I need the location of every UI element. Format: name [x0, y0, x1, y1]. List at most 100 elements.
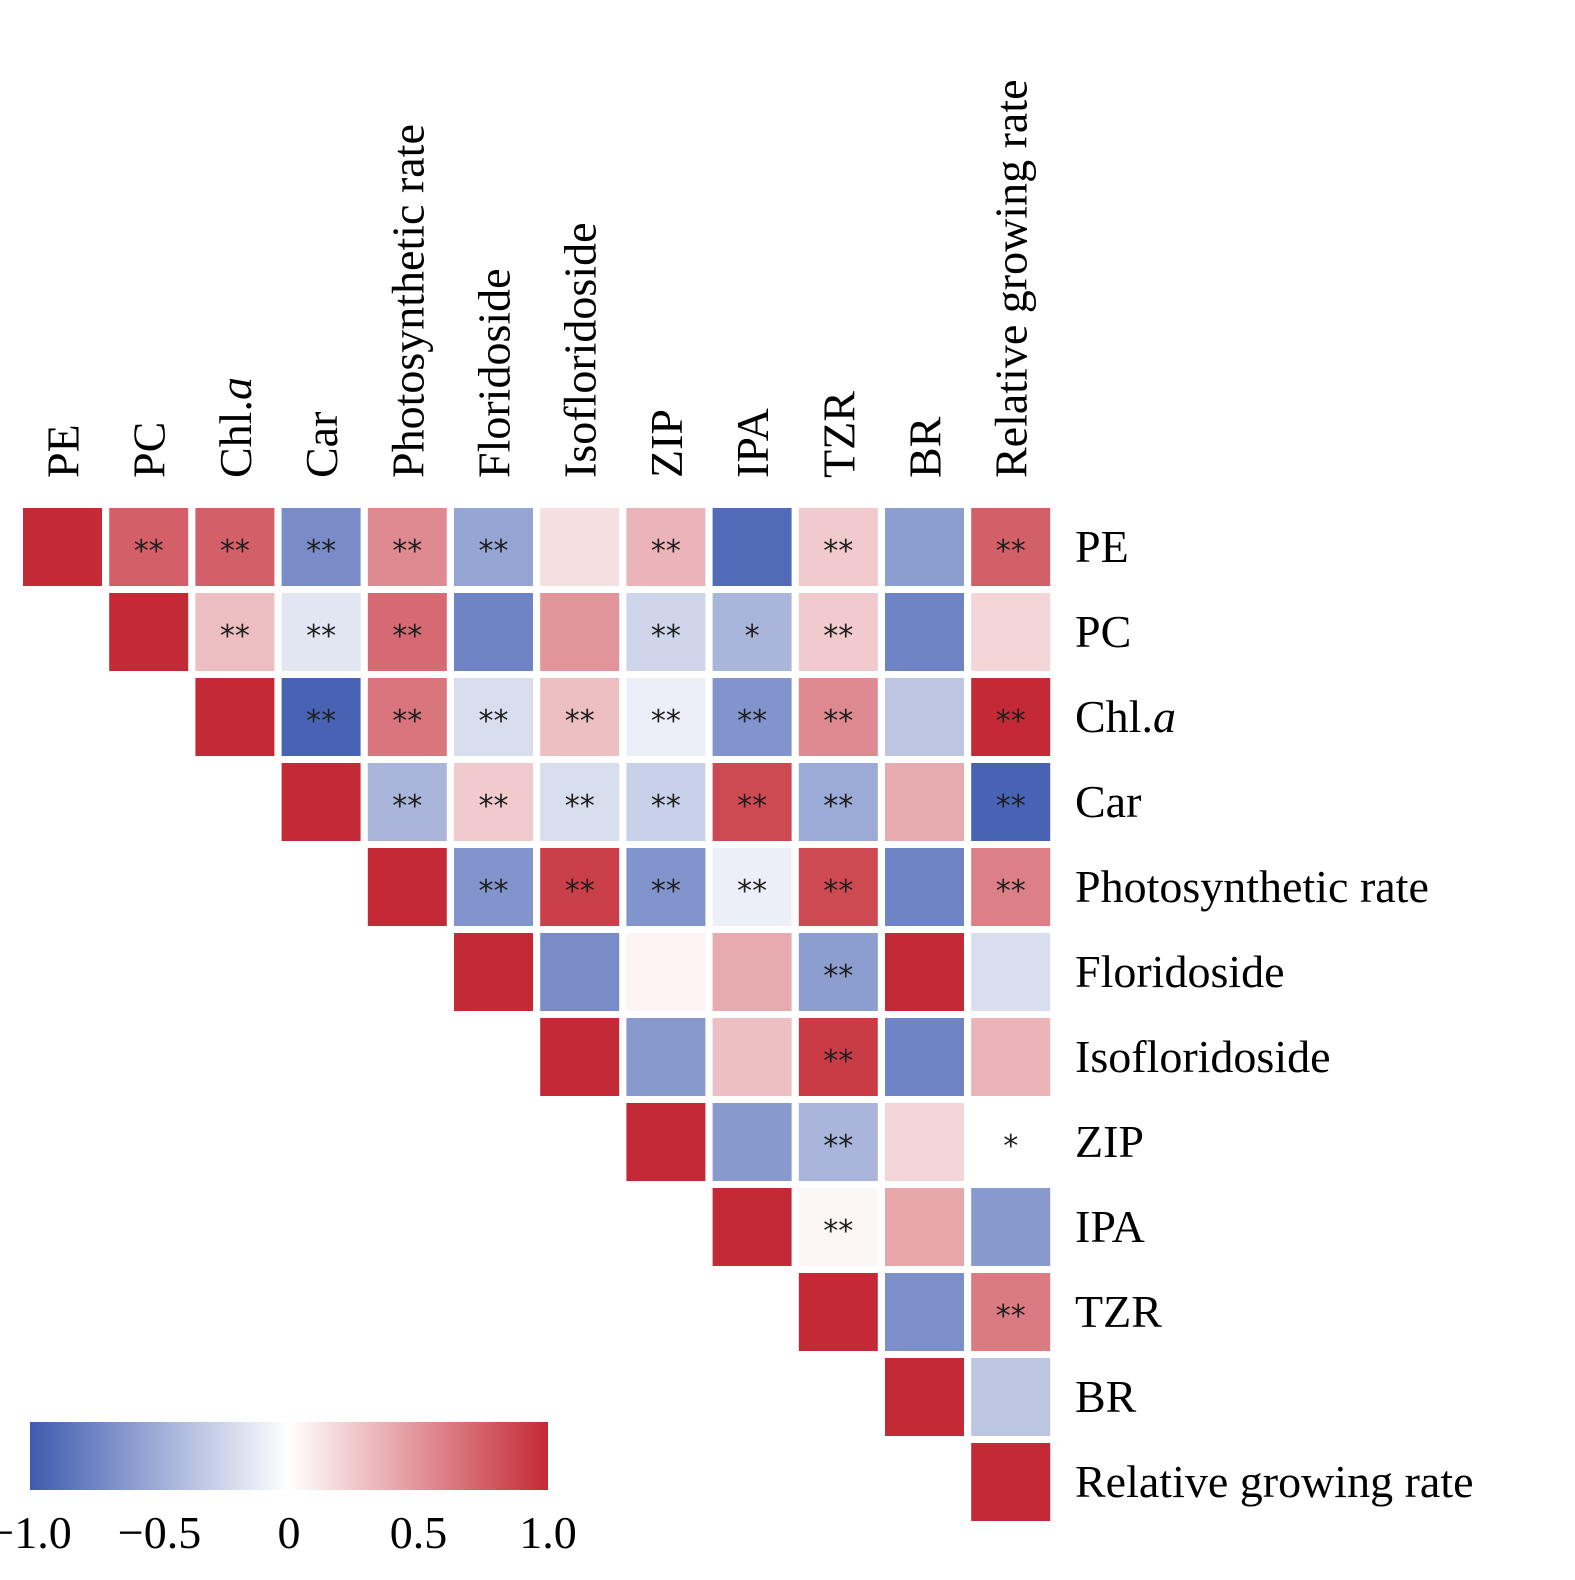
significance-marker: ** — [737, 704, 767, 739]
heatmap-cell — [885, 1188, 964, 1266]
heatmap-cell — [626, 763, 706, 841]
heatmap-cell — [626, 593, 706, 671]
column-label: Relative growing rate — [986, 79, 1037, 478]
row-labels: PE PC Chl.a Car Photosynthetic rate Floridosi… — [1075, 521, 1474, 1507]
significance-marker: ** — [823, 1044, 853, 1079]
heatmap-cell — [885, 848, 964, 926]
colorbar: −1.0 −0.5 0 0.5 1.0 — [0, 1422, 577, 1558]
heatmap-cell — [454, 508, 533, 586]
significance-marker: ** — [479, 704, 509, 739]
significance-marker: ** — [220, 619, 250, 654]
heatmap-cell — [109, 508, 189, 586]
heatmap-cell — [798, 1103, 878, 1181]
significance-marker: ** — [823, 1214, 853, 1249]
significance-marker: ** — [479, 789, 509, 824]
column-label: Chl.a — [210, 377, 261, 478]
heatmap-cell — [109, 593, 189, 671]
significance-marker: ** — [392, 704, 422, 739]
heatmap-cell — [885, 1273, 964, 1351]
significance-marker: ** — [306, 704, 336, 739]
row-label: Relative growing rate — [1075, 1456, 1474, 1507]
heatmap-cell — [712, 1188, 792, 1266]
heatmap-cell — [798, 508, 878, 586]
row-label: Car — [1075, 776, 1141, 827]
heatmap-cell — [195, 678, 275, 756]
heatmap-cell — [971, 1018, 1051, 1096]
heatmap-cell — [281, 508, 361, 586]
significance-marker: ** — [220, 534, 250, 569]
column-labels: PE PC Chl.a Car Photosynthetic rate Floridosi… — [38, 79, 1037, 478]
heatmap-cell — [540, 848, 620, 926]
significance-marker: ** — [565, 874, 595, 909]
heatmap-cell — [798, 1018, 878, 1096]
heatmap-cell — [971, 678, 1051, 756]
colorbar-tick-label: −0.5 — [118, 1507, 201, 1558]
significance-marker: ** — [737, 874, 767, 909]
heatmap-cell — [281, 678, 361, 756]
significance-marker: ** — [823, 704, 853, 739]
significance-marker: ** — [823, 959, 853, 994]
heatmap-cell — [626, 1103, 706, 1181]
heatmap-cell — [712, 933, 792, 1011]
colorbar-gradient — [30, 1422, 548, 1490]
column-label: Isofloridoside — [555, 222, 606, 478]
heatmap-cell — [798, 763, 878, 841]
heatmap-cell — [971, 1188, 1051, 1266]
significance-marker: ** — [565, 789, 595, 824]
heatmap-cell — [971, 848, 1051, 926]
heatmap-cell — [885, 1018, 964, 1096]
significance-marker: ** — [392, 789, 422, 824]
heatmap-cell — [798, 678, 878, 756]
significance-marker: ** — [392, 619, 422, 654]
column-label: PC — [124, 422, 175, 478]
heatmap-cell — [971, 1103, 1051, 1181]
significance-marker: ** — [134, 534, 164, 569]
heatmap-cell — [712, 1103, 792, 1181]
heatmap-cell — [712, 593, 792, 671]
heatmap-cell — [626, 508, 706, 586]
heatmap-cell — [971, 508, 1051, 586]
significance-marker: ** — [823, 619, 853, 654]
heatmap-cell — [454, 678, 533, 756]
heatmap-cell — [454, 593, 533, 671]
row-label: Chl.a — [1075, 691, 1176, 742]
heatmap-cell — [367, 763, 447, 841]
significance-marker: ** — [651, 704, 681, 739]
row-label: BR — [1075, 1371, 1137, 1422]
heatmap-cell — [626, 933, 706, 1011]
significance-marker: * — [745, 619, 760, 654]
row-label: TZR — [1075, 1286, 1162, 1337]
heatmap-cell — [712, 678, 792, 756]
heatmap-cell — [712, 763, 792, 841]
heatmap-cell — [626, 848, 706, 926]
column-label: Car — [296, 412, 347, 478]
heatmap-cell — [195, 508, 275, 586]
heatmap-cell — [885, 678, 964, 756]
colorbar-tick-label: 1.0 — [519, 1507, 577, 1558]
significance-marker: ** — [996, 874, 1026, 909]
heatmap-cell — [971, 1273, 1051, 1351]
heatmap-cell — [367, 678, 447, 756]
colorbar-tick-label: 0.5 — [390, 1507, 448, 1558]
heatmap-cell — [885, 508, 964, 586]
significance-marker: ** — [823, 874, 853, 909]
heatmap-cell — [971, 933, 1051, 1011]
significance-marker: ** — [565, 704, 595, 739]
heatmap-cell — [885, 1358, 964, 1436]
heatmap-cell — [454, 848, 533, 926]
heatmap-cell — [798, 1188, 878, 1266]
heatmap-cell — [540, 763, 620, 841]
heatmap-cell — [798, 848, 878, 926]
heatmap-cell — [885, 933, 964, 1011]
heatmap-cell — [712, 508, 792, 586]
significance-marker: ** — [823, 789, 853, 824]
row-label: PE — [1075, 521, 1129, 572]
heatmap-cell — [971, 763, 1051, 841]
heatmap-cell — [885, 763, 964, 841]
heatmap-cells: ** ** ** ** ** ** ** **** ** ** ** * **** ** ** ** ** ** *… — [23, 508, 1051, 1521]
significance-marker: ** — [823, 1129, 853, 1164]
heatmap-cell — [23, 508, 102, 586]
row-label: ZIP — [1075, 1116, 1144, 1167]
heatmap-cell — [626, 1018, 706, 1096]
heatmap-cell — [971, 1358, 1051, 1436]
